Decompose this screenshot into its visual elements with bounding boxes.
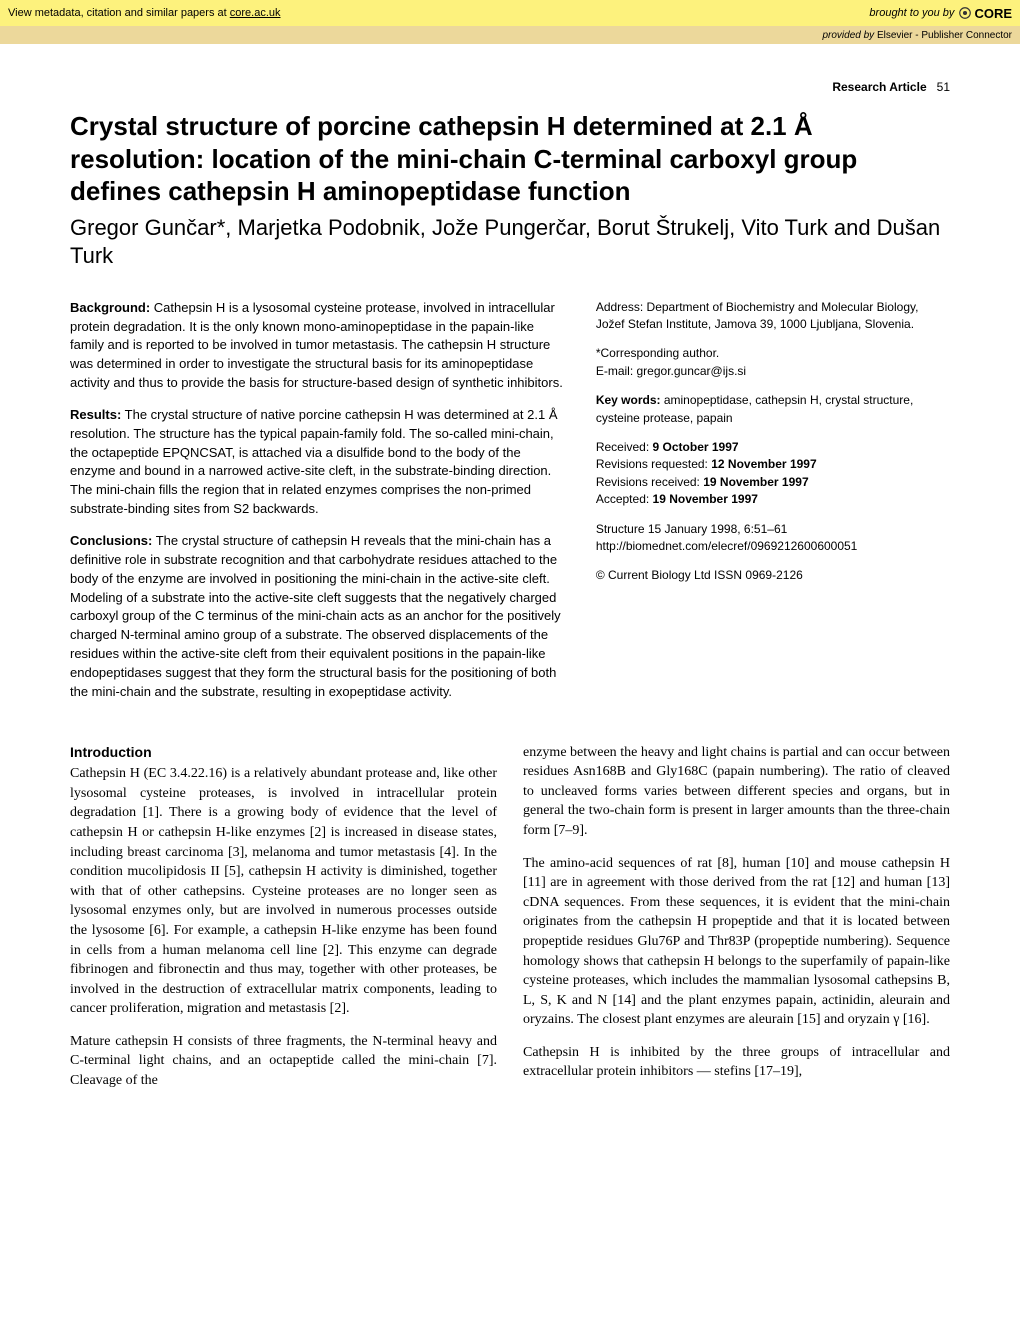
url: http://biomednet.com/elecref/09692126006… [596, 539, 858, 553]
body-p1: Cathepsin H (EC 3.4.22.16) is a relative… [70, 764, 497, 1019]
received-label: Received: [596, 440, 653, 454]
citation-block: Structure 15 January 1998, 6:51–61 http:/… [596, 521, 950, 556]
core-logo[interactable]: CORE [958, 6, 1012, 21]
revrec-date: 19 November 1997 [703, 475, 808, 489]
abstract-results: Results: The crystal structure of native… [70, 406, 566, 519]
abstract-block: Background: Cathepsin H is a lysosomal c… [70, 299, 950, 715]
page: Research Article 51 Crystal structure of… [0, 44, 1020, 1139]
banner-left: View metadata, citation and similar pape… [8, 7, 281, 19]
address-label: Address: [596, 300, 647, 314]
core-icon [958, 6, 972, 20]
abstract-left: Background: Cathepsin H is a lysosomal c… [70, 299, 566, 715]
intro-heading: Introduction [70, 743, 497, 763]
address-block: Address: Department of Biochemistry and … [596, 299, 950, 334]
background-label: Background: [70, 300, 150, 315]
header-line: Research Article 51 [70, 80, 950, 94]
accepted-label: Accepted: [596, 492, 653, 506]
email: gregor.guncar@ijs.si [637, 364, 747, 378]
conclusions-text: The crystal structure of cathepsin H rev… [70, 533, 561, 699]
page-number: 51 [937, 80, 950, 94]
abstract-right: Address: Department of Biochemistry and … [596, 299, 950, 715]
brought-by: brought to you by [869, 7, 954, 19]
core-brand: CORE [974, 6, 1012, 21]
core-link[interactable]: core.ac.uk [230, 7, 281, 19]
authors: Gregor Gunčar*, Marjetka Podobnik, Jože … [70, 214, 950, 271]
body-p4: The amino-acid sequences of rat [8], hum… [523, 854, 950, 1030]
body-columns: Introduction Cathepsin H (EC 3.4.22.16) … [70, 743, 950, 1100]
provided-prefix: provided by [822, 30, 874, 41]
provided-by: Elsevier - Publisher Connector [877, 30, 1012, 41]
abstract-conclusions: Conclusions: The crystal structure of ca… [70, 532, 566, 702]
revreq-date: 12 November 1997 [711, 457, 816, 471]
revrec-label: Revisions received: [596, 475, 703, 489]
citation: Structure 15 January 1998, 6:51–61 [596, 522, 787, 536]
research-article-label: Research Article [832, 80, 926, 94]
keywords-label: Key words: [596, 393, 664, 407]
body-p3: enzyme between the heavy and light chain… [523, 743, 950, 841]
email-label: E-mail: [596, 364, 637, 378]
accepted-date: 19 November 1997 [653, 492, 758, 506]
banner-right: brought to you by CORE [869, 6, 1012, 21]
sub-banner: provided by Elsevier - Publisher Connect… [0, 26, 1020, 44]
keywords-block: Key words: aminopeptidase, cathepsin H, … [596, 392, 950, 427]
copyright: © Current Biology Ltd ISSN 0969-2126 [596, 567, 950, 584]
article-title: Crystal structure of porcine cathepsin H… [70, 110, 950, 208]
corresponding-block: *Corresponding author. E-mail: gregor.gun… [596, 345, 950, 380]
conclusions-label: Conclusions: [70, 533, 152, 548]
core-banner: View metadata, citation and similar pape… [0, 0, 1020, 26]
corresponding: *Corresponding author. [596, 346, 719, 360]
abstract-background: Background: Cathepsin H is a lysosomal c… [70, 299, 566, 393]
results-text: The crystal structure of native porcine … [70, 407, 558, 516]
results-label: Results: [70, 407, 121, 422]
revreq-label: Revisions requested: [596, 457, 711, 471]
received-date: 9 October 1997 [653, 440, 739, 454]
banner-prefix: View metadata, citation and similar pape… [8, 7, 230, 19]
dates-block: Received: 9 October 1997 Revisions reque… [596, 439, 950, 509]
body-p2: Mature cathepsin H consists of three fra… [70, 1032, 497, 1091]
body-p5: Cathepsin H is inhibited by the three gr… [523, 1043, 950, 1082]
